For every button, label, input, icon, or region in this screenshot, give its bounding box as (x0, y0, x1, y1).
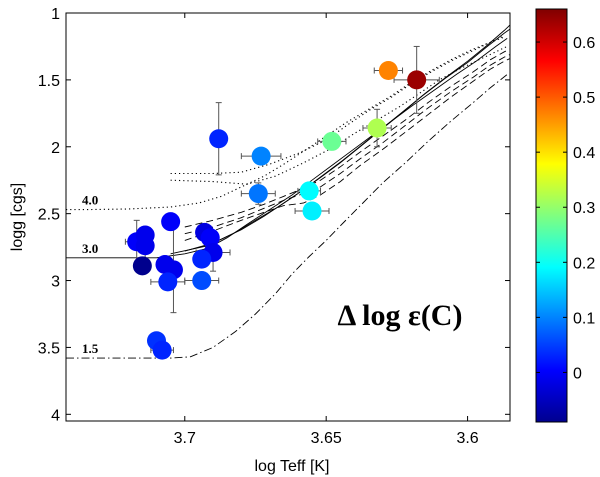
colorbar-ticks: 0 0.1 0.2 0.3 0.4 0.5 0.6 (536, 35, 595, 382)
track-line-6 (184, 24, 510, 252)
track-line-1 (66, 35, 505, 211)
x-tick-label: 3.6 (456, 430, 478, 447)
track-line-9 (184, 48, 510, 228)
data-point (200, 228, 220, 248)
x-tick-label: 3.65 (311, 430, 342, 447)
data-point (322, 131, 342, 151)
data-point (152, 340, 172, 360)
data-point (158, 272, 178, 292)
colorbar-tick-label: 0.1 (573, 310, 595, 327)
track-labels: 4.0 3.0 1.5 (82, 193, 99, 356)
track-label: 1.5 (82, 341, 99, 356)
colorbar-tick-label: 0.5 (573, 90, 595, 107)
track-line-10 (66, 74, 508, 359)
data-point (132, 256, 152, 276)
colorbar-gradient (535, 8, 568, 423)
data-point (302, 201, 322, 221)
plot-area: 4.0 3.0 1.5 Δ log ε(C) 3.7 3.65 3.6 1 1.5 2 2.5… (38, 6, 511, 447)
x-axis-ticks: 3.7 3.65 3.6 (174, 13, 479, 447)
track-line-8 (184, 54, 510, 235)
data-point (251, 146, 271, 166)
track-label: 4.0 (82, 193, 98, 208)
data-point (407, 70, 427, 90)
data-points (127, 61, 427, 360)
colorbar-tick-label: 0.4 (573, 145, 595, 162)
track-line-7 (184, 58, 510, 241)
track-line-2 (170, 36, 505, 175)
data-point (299, 181, 319, 201)
plot-frame (65, 12, 511, 422)
data-point (161, 212, 181, 232)
plot-background (66, 13, 510, 421)
y-tick-label: 2.5 (38, 207, 60, 224)
evolution-tracks (66, 24, 510, 359)
data-point (192, 249, 212, 269)
colorbar-tick-label: 0.6 (573, 35, 595, 52)
y-tick-label: 1.5 (38, 73, 60, 90)
colorbar-tick-label: 0.2 (573, 255, 595, 272)
colorbar: 0 0.1 0.2 0.3 0.4 0.5 0.6 (535, 8, 595, 423)
x-tick-label: 3.7 (174, 430, 196, 447)
y-tick-label: 1 (51, 6, 60, 23)
y-tick-label: 4 (51, 407, 60, 424)
colorbar-tick-label: 0.3 (573, 200, 595, 217)
y-axis-label: logg [cgs] (9, 183, 26, 251)
x-axis-label: log Teff [K] (254, 458, 329, 475)
y-tick-label: 3.5 (38, 340, 60, 357)
data-point (367, 118, 387, 138)
track-label: 3.0 (82, 241, 98, 256)
colorbar-tick-label: 0 (573, 365, 582, 382)
y-axis-ticks: 1 1.5 2 2.5 3 3.5 4 (38, 6, 510, 424)
data-point (209, 129, 229, 149)
y-tick-label: 2 (51, 140, 60, 157)
data-point (378, 61, 398, 81)
chart-annotation: Δ log ε(C) (338, 299, 463, 332)
data-point (248, 184, 268, 204)
y-tick-label: 3 (51, 274, 60, 291)
data-point (135, 236, 155, 256)
data-point (192, 271, 212, 291)
